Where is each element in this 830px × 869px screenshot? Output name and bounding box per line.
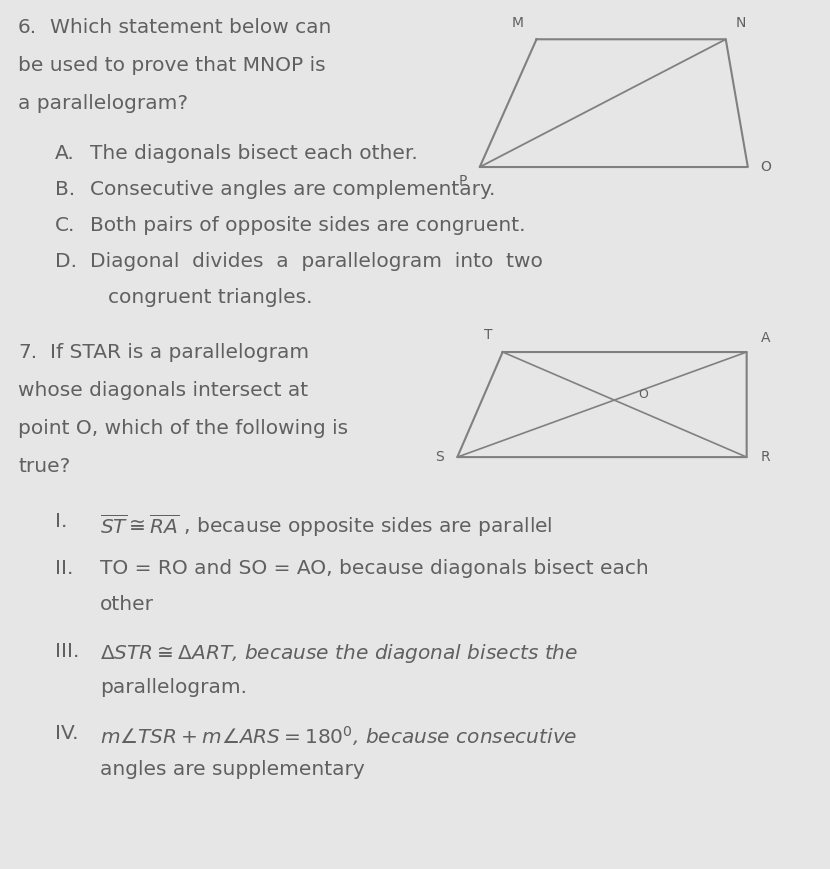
- Text: Both pairs of opposite sides are congruent.: Both pairs of opposite sides are congrue…: [90, 216, 525, 235]
- Text: P: P: [459, 175, 467, 189]
- Text: point O, which of the following is: point O, which of the following is: [18, 419, 348, 438]
- Text: IV.: IV.: [55, 725, 79, 743]
- Text: congruent triangles.: congruent triangles.: [108, 288, 313, 307]
- Text: 7.: 7.: [18, 343, 37, 362]
- Text: Which statement below can: Which statement below can: [50, 18, 331, 37]
- Text: A.: A.: [55, 144, 75, 163]
- Text: R: R: [760, 450, 770, 464]
- Text: $\overline{ST} \cong \overline{RA}$ , because opposite sides are parallel: $\overline{ST} \cong \overline{RA}$ , be…: [100, 512, 553, 539]
- Text: TO = RO and SO = AO, because diagonals bisect each: TO = RO and SO = AO, because diagonals b…: [100, 559, 649, 578]
- Text: Diagonal  divides  a  parallelogram  into  two: Diagonal divides a parallelogram into tw…: [90, 252, 543, 271]
- Text: a parallelogram?: a parallelogram?: [18, 94, 188, 113]
- Text: T: T: [484, 328, 492, 342]
- Text: If STAR is a parallelogram: If STAR is a parallelogram: [50, 343, 309, 362]
- Text: B.: B.: [55, 180, 76, 199]
- Text: O: O: [638, 388, 648, 401]
- Text: A: A: [760, 331, 770, 345]
- Text: M: M: [512, 17, 524, 30]
- Text: 6.: 6.: [18, 18, 37, 37]
- Text: parallelogram.: parallelogram.: [100, 678, 247, 697]
- Text: III.: III.: [55, 641, 80, 660]
- Text: Consecutive angles are complementary.: Consecutive angles are complementary.: [90, 180, 496, 199]
- Text: whose diagonals intersect at: whose diagonals intersect at: [18, 381, 308, 400]
- Text: D.: D.: [55, 252, 77, 271]
- Text: The diagonals bisect each other.: The diagonals bisect each other.: [90, 144, 417, 163]
- Text: $m\angle TSR + m\angle ARS = 180^{0}$, because consecutive: $m\angle TSR + m\angle ARS = 180^{0}$, b…: [100, 725, 578, 748]
- Text: angles are supplementary: angles are supplementary: [100, 760, 364, 779]
- Text: C.: C.: [55, 216, 76, 235]
- Text: II.: II.: [55, 559, 73, 578]
- Text: other: other: [100, 594, 154, 614]
- Text: N: N: [735, 17, 745, 30]
- Text: I.: I.: [55, 512, 67, 531]
- Text: be used to prove that MNOP is: be used to prove that MNOP is: [18, 56, 325, 75]
- Text: true?: true?: [18, 457, 71, 476]
- Text: $\Delta STR \cong \Delta ART$, because the diagonal bisects the: $\Delta STR \cong \Delta ART$, because t…: [100, 641, 579, 665]
- Text: S: S: [435, 450, 443, 464]
- Text: O: O: [760, 160, 771, 174]
